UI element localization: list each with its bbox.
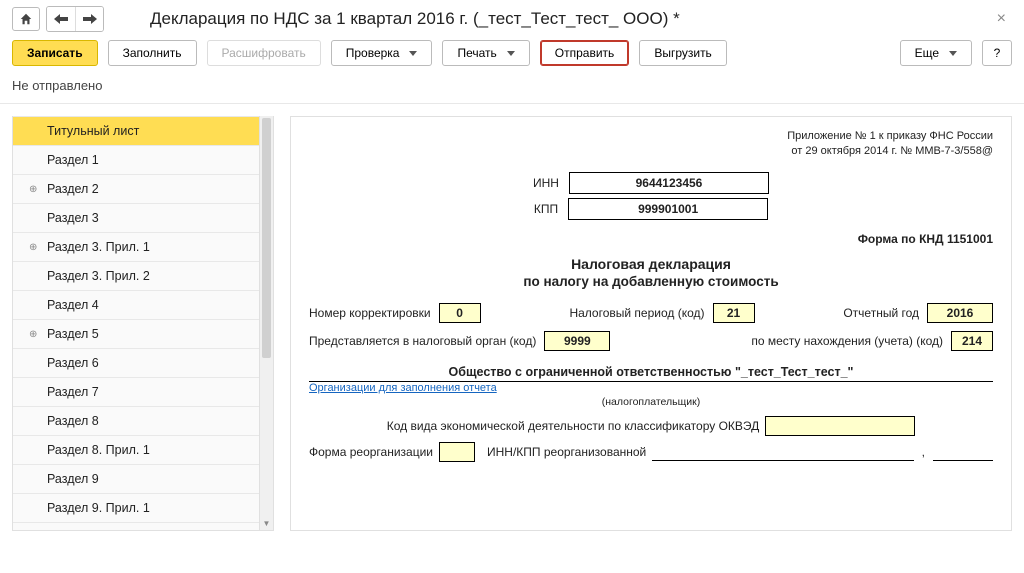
reorg-form-value[interactable] [439, 442, 475, 462]
reorg-label: Форма реорганизации [309, 445, 433, 459]
expand-icon[interactable]: ⊕ [29, 329, 39, 339]
sidebar-item[interactable]: Раздел 7 [13, 377, 273, 406]
sidebar-item-label: Титульный лист [47, 124, 139, 138]
nav-back-button[interactable] [47, 7, 75, 31]
close-icon[interactable]: × [991, 10, 1012, 28]
print-button[interactable]: Печать [442, 40, 529, 66]
sidebar-item-label: Раздел 6 [47, 356, 99, 370]
export-button[interactable]: Выгрузить [639, 40, 727, 66]
reorg-inn-field[interactable] [652, 443, 913, 461]
corr-value[interactable]: 0 [439, 303, 481, 323]
reorg-kpp-field[interactable] [933, 443, 993, 461]
sidebar-item-label: Раздел 7 [47, 385, 99, 399]
home-button[interactable] [12, 7, 40, 31]
caret-down-icon [507, 51, 515, 56]
decl-title: Налоговая декларация [309, 256, 993, 272]
status-text: Не отправлено [0, 72, 1024, 104]
org-name: Общество с ограниченной ответственностью… [449, 365, 854, 379]
sidebar-item[interactable]: Титульный лист [13, 116, 273, 145]
scroll-down-icon[interactable]: ▼ [260, 516, 273, 530]
more-button[interactable]: Еще [900, 40, 972, 66]
org-name-line: Общество с ограниченной ответственностью… [309, 365, 993, 382]
caret-down-icon [949, 51, 957, 56]
sidebar: Титульный лист Раздел 1 ⊕ Раздел 2 Раздел 3 ⊕… [12, 116, 274, 531]
year-value[interactable]: 2016 [927, 303, 993, 323]
reorg-kpp-label: ИНН/КПП реорганизованной [487, 445, 646, 459]
okved-label: Код вида экономической деятельности по к… [387, 419, 760, 433]
sidebar-item-label: Раздел 2 [47, 182, 99, 196]
window-title: Декларация по НДС за 1 квартал 2016 г. (… [150, 9, 985, 29]
appendix-line1: Приложение № 1 к приказу ФНС России [309, 129, 993, 144]
expand-icon[interactable]: ⊕ [29, 242, 39, 252]
sidebar-item-label: Раздел 1 [47, 153, 99, 167]
caret-down-icon [409, 51, 417, 56]
help-button[interactable]: ? [982, 40, 1012, 66]
document-panel: Приложение № 1 к приказу ФНС России от 2… [290, 116, 1012, 531]
nav-back-forward [46, 6, 104, 32]
org-link[interactable]: Организации для заполнения отчета [309, 382, 497, 394]
print-label: Печать [457, 46, 496, 60]
okved-value[interactable] [765, 416, 915, 436]
decode-button: Расшифровать [207, 40, 321, 66]
sidebar-item-label: Раздел 9. Прил. 1 [47, 501, 150, 515]
fill-button[interactable]: Заполнить [108, 40, 197, 66]
sidebar-item[interactable]: ⊕ Раздел 5 [13, 319, 273, 348]
sidebar-item[interactable]: ⊕ Раздел 3. Прил. 1 [13, 232, 273, 261]
sidebar-item-label: Раздел 3 [47, 211, 99, 225]
more-label: Еще [915, 46, 939, 60]
sidebar-item-label: Раздел 5 [47, 327, 99, 341]
sidebar-item[interactable]: Раздел 3. Прил. 2 [13, 261, 273, 290]
sidebar-scrollbar[interactable]: ▲ ▼ [259, 116, 273, 530]
save-button[interactable]: Записать [12, 40, 98, 66]
inn-label: ИНН [533, 176, 559, 190]
sidebar-item[interactable]: Раздел 6 [13, 348, 273, 377]
sidebar-item[interactable]: Раздел 10 [13, 522, 273, 531]
kpp-value[interactable]: 999901001 [568, 198, 768, 220]
scroll-thumb[interactable] [262, 118, 271, 358]
sidebar-item-label: Раздел 10 [47, 530, 106, 531]
nav-forward-button[interactable] [75, 7, 103, 31]
sidebar-item-label: Раздел 4 [47, 298, 99, 312]
check-button[interactable]: Проверка [331, 40, 433, 66]
sidebar-item[interactable]: Раздел 9 [13, 464, 273, 493]
sidebar-item[interactable]: ⊕ Раздел 2 [13, 174, 273, 203]
sidebar-item[interactable]: Раздел 4 [13, 290, 273, 319]
submit-label: Представляется в налоговый орган (код) [309, 334, 536, 348]
sidebar-item[interactable]: Раздел 9. Прил. 1 [13, 493, 273, 522]
decl-subtitle: по налогу на добавленную стоимость [309, 274, 993, 289]
corr-label: Номер корректировки [309, 306, 431, 320]
inn-value[interactable]: 9644123456 [569, 172, 769, 194]
sidebar-item-label: Раздел 3. Прил. 1 [47, 240, 150, 254]
org-caption: (налогоплательщик) [309, 396, 993, 408]
sidebar-item-label: Раздел 9 [47, 472, 99, 486]
send-button[interactable]: Отправить [540, 40, 630, 66]
form-code: Форма по КНД 1151001 [309, 232, 993, 246]
sidebar-item-label: Раздел 3. Прил. 2 [47, 269, 150, 283]
submit-code[interactable]: 9999 [544, 331, 610, 351]
sidebar-item[interactable]: Раздел 1 [13, 145, 273, 174]
place-code[interactable]: 214 [951, 331, 993, 351]
sidebar-item[interactable]: Раздел 3 [13, 203, 273, 232]
appendix-line2: от 29 октября 2014 г. № ММВ-7-3/558@ [309, 144, 993, 159]
check-label: Проверка [346, 46, 400, 60]
sidebar-item-label: Раздел 8. Прил. 1 [47, 443, 150, 457]
place-label: по месту нахождения (учета) (код) [751, 334, 943, 348]
sidebar-item[interactable]: Раздел 8. Прил. 1 [13, 435, 273, 464]
sidebar-item-label: Раздел 8 [47, 414, 99, 428]
period-value[interactable]: 21 [713, 303, 755, 323]
expand-icon[interactable]: ⊕ [29, 184, 39, 194]
kpp-label: КПП [534, 202, 558, 216]
sidebar-item[interactable]: Раздел 8 [13, 406, 273, 435]
year-label: Отчетный год [843, 306, 919, 320]
period-label: Налоговый период (код) [569, 306, 704, 320]
